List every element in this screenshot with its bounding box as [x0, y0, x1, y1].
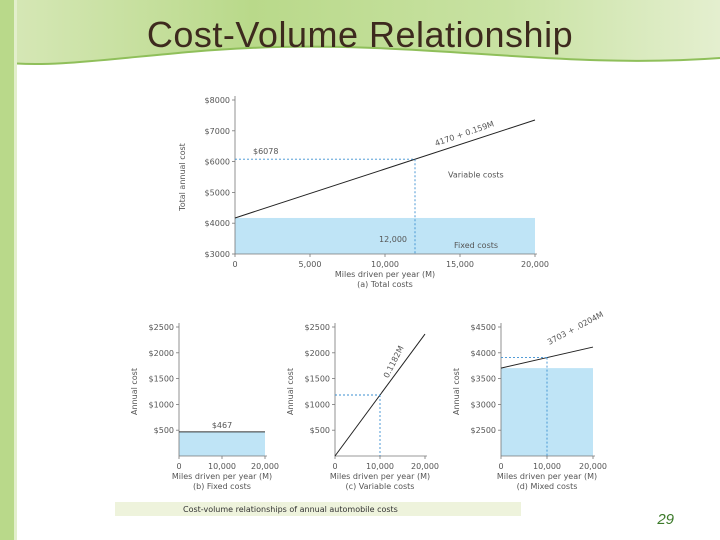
y-tick-label: $4000	[471, 349, 496, 358]
chart-mixed: $2500 $3000 $3500 $4000 $4500 0 10,000 20,000Mi…	[452, 310, 607, 491]
slide-title: Cost-Volume Relationship	[146, 14, 574, 55]
y-tick-label: $3000	[205, 250, 230, 259]
fixed-cost-label: $467	[212, 421, 232, 430]
x-tick-label: 0	[232, 260, 237, 269]
y-tick-label: $7000	[205, 127, 230, 136]
header-band-edge	[0, 45, 720, 66]
fixed-costs-annotation: Fixed costs	[454, 241, 498, 250]
y-tick-label: $1000	[149, 400, 174, 409]
y-tick-label: $6000	[205, 158, 230, 167]
x-tick-label: 15,000	[446, 260, 474, 269]
fixed-cost-area	[179, 431, 265, 456]
y-tick-label: $2500	[471, 426, 496, 435]
y-tick-label: $2500	[305, 323, 330, 332]
y-axis-label: Annual cost	[452, 368, 461, 415]
figure-caption: Cost-volume relationships of annual auto…	[183, 505, 398, 514]
y-tick-label: $4000	[205, 219, 230, 228]
x-axis-label: Miles driven per year (M)	[330, 472, 430, 481]
chart-caption: (d) Mixed costs	[517, 482, 578, 491]
y-tick-label: $3000	[471, 400, 496, 409]
x-tick-label: 20,000	[251, 462, 279, 471]
chart-caption: (a) Total costs	[357, 280, 413, 289]
y-tick-label: $4500	[471, 323, 496, 332]
y-tick-label: $5000	[205, 188, 230, 197]
x-axis-label: Miles driven per year (M)	[335, 270, 435, 279]
variable-costs-annotation: Variable costs	[448, 171, 504, 180]
x-axis-label: Miles driven per year (M)	[172, 472, 272, 481]
chart-fixed: $500 $1000 $1500 $2000 $2500 0 10,000 20,000Mil…	[130, 323, 279, 491]
y-tick-label: $500	[154, 426, 174, 435]
x-tick-label: 5,000	[299, 260, 322, 269]
y-tick-label: $2000	[305, 349, 330, 358]
y-axis-label: Annual cost	[286, 368, 295, 415]
x-tick-label: 10,000	[366, 462, 394, 471]
cost-line-label: 4170 + 0.159M	[434, 119, 496, 148]
x-tick-label: 0	[176, 462, 181, 471]
y-tick-label: $8000	[205, 96, 230, 105]
y-tick-label: $3500	[471, 375, 496, 384]
y-axis-label: Annual cost	[130, 368, 139, 415]
fixed-cost-area	[235, 217, 535, 254]
page-number: 29	[657, 511, 674, 528]
chart-variable: $500 $1000 $1500 $2000 $2500 0 10,000 20,000Mil…	[286, 323, 439, 491]
y-tick-label: $500	[310, 426, 330, 435]
y-tick-label: $1000	[305, 400, 330, 409]
x-tick-label: 10,000	[208, 462, 236, 471]
figure-panel: $3000 $4000 $5000 $6000 $7000 $8000 0 5,000 10,0…	[87, 72, 629, 532]
y-tick-label: $1500	[149, 375, 174, 384]
x-tick-label: 20,000	[579, 462, 607, 471]
x-tick-label: 10,000	[533, 462, 561, 471]
y-tick-label: $2000	[149, 349, 174, 358]
x-tick-label: 0	[498, 462, 503, 471]
x-tick-label: 20,000	[521, 260, 549, 269]
caption-strip	[115, 502, 521, 516]
left-margin-bar	[0, 0, 14, 540]
cost-line-label: 0.1182M	[382, 344, 406, 379]
cost-line-label: 3703 + .0204M	[546, 310, 605, 347]
y-tick-label: $1500	[305, 375, 330, 384]
y-tick-label: $2500	[149, 323, 174, 332]
x-tick-label: 0	[332, 462, 337, 471]
chart-caption: (b) Fixed costs	[193, 482, 251, 491]
marker-y-label: $6078	[253, 147, 278, 156]
x-tick-label: 20,000	[411, 462, 439, 471]
marker-x-label: 12,000	[379, 235, 407, 244]
y-axis-label: Total annual cost	[178, 143, 187, 212]
chart-total: $3000 $4000 $5000 $6000 $7000 $8000 0 5,000 10,0…	[178, 96, 549, 289]
cost-line	[234, 119, 536, 219]
x-axis-label: Miles driven per year (M)	[497, 472, 597, 481]
x-tick-label: 10,000	[371, 260, 399, 269]
header-band	[0, 0, 720, 65]
chart-caption: (c) Variable costs	[346, 482, 415, 491]
